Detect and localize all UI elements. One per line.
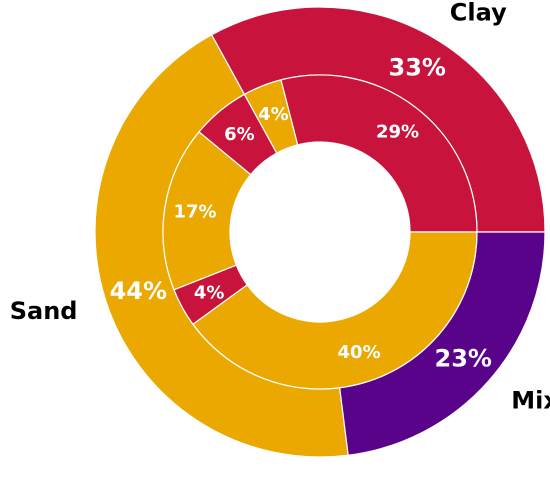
- category-label-clay: Clay: [450, 0, 507, 27]
- inner-slice-label-4: 4%: [194, 282, 225, 303]
- inner-slice-label-0: 29%: [376, 122, 419, 143]
- inner-slice-label-3: 17%: [174, 202, 217, 223]
- outer-slice-label-clay: 33%: [389, 54, 446, 82]
- inner-slice-label-5: 40%: [338, 342, 381, 363]
- inner-slice-label-2: 6%: [224, 124, 255, 145]
- category-label-sand: Sand: [10, 297, 78, 325]
- inner-ring: 29%4%6%17%4%40%: [162, 74, 478, 390]
- inner-slice-label-1: 4%: [258, 104, 289, 125]
- inner-slice-clay-0: [280, 74, 478, 233]
- inner-slice-sand-5: [192, 231, 478, 390]
- outer-slice-label-sand: 44%: [110, 277, 167, 305]
- outer-slice-label-mixed: 23%: [435, 344, 492, 372]
- category-label-mixed: Mixed: [511, 387, 550, 415]
- outer-ring: 33%Clay 44% Sand 23% Mixed: [10, 0, 550, 458]
